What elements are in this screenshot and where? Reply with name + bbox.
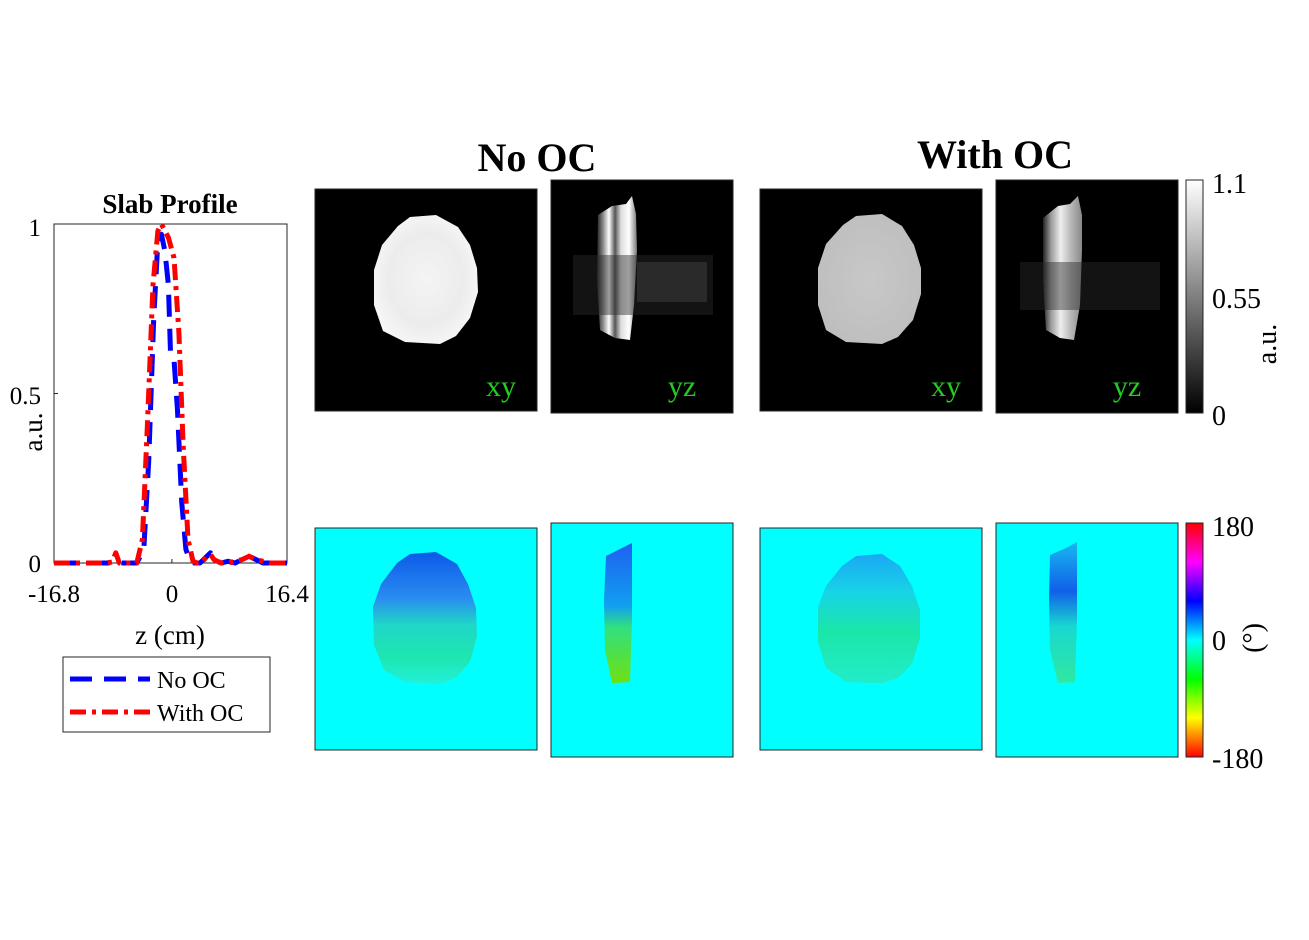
magnitude-xy-with-oc: xy: [759, 188, 983, 412]
series-line-with-oc: [54, 221, 287, 566]
x-tick-label-zero: 0: [166, 581, 179, 608]
slab-speckle: [637, 262, 707, 302]
colorbar-tick-min: -180: [1212, 744, 1263, 775]
colorbar-tick-max: 180: [1212, 512, 1254, 543]
phase-xy-with-oc: [759, 527, 983, 751]
brain-magnitude-region: [818, 214, 921, 344]
brain-phase-region: [373, 552, 477, 684]
magnitude-colorbar: 1.1 0.55 0 a.u.: [1185, 169, 1283, 432]
slab-profile-chart: Slab Profile 1 0.5 0 -16.8 0 16.4 z (cm)…: [10, 189, 309, 733]
colorbar-tick-max: 1.1: [1212, 169, 1247, 200]
brain-phase-region: [818, 554, 920, 683]
x-tick-label-max: 16.4: [265, 581, 309, 608]
legend-label-no-oc: No OC: [157, 668, 226, 694]
slab-profile-plot-area: [53, 223, 288, 564]
phase-colorbar: 180 0 -180 (°): [1185, 512, 1269, 775]
colorbar-label: a.u.: [1252, 324, 1283, 364]
header-with-oc: With OC: [917, 132, 1073, 177]
slice-magnitude-region: [597, 196, 637, 340]
slab-profile-title: Slab Profile: [102, 189, 237, 219]
magnitude-yz-no-oc: yz: [550, 179, 734, 414]
y-axis-label: a.u.: [18, 413, 48, 452]
profile-series: [54, 221, 287, 566]
magnitude-yz-with-oc: yz: [995, 179, 1179, 414]
brain-magnitude-region: [374, 215, 478, 344]
colorbar-tick-mid: 0: [1212, 626, 1226, 657]
slice-phase-region: [1049, 542, 1077, 683]
y-tick-label-0.5: 0.5: [10, 383, 41, 410]
legend-box: [62, 656, 271, 733]
colorbar-tick-mid: 0.55: [1212, 284, 1261, 315]
x-tick-label-min: -16.8: [28, 581, 80, 608]
slice-phase-region: [604, 543, 632, 683]
magnitude-xy-no-oc: xy: [314, 188, 538, 412]
y-tick-label-0: 0: [29, 551, 42, 578]
panel-label-xy: xy: [931, 370, 961, 403]
slice-magnitude-region: [1043, 196, 1082, 340]
panel-label-xy: xy: [486, 370, 516, 403]
panel-label-yz: yz: [668, 370, 696, 403]
colorbar-label: (°): [1238, 623, 1269, 653]
y-tick-label-1: 1: [29, 215, 42, 242]
header-no-oc: No OC: [478, 135, 597, 180]
phase-yz-with-oc: [995, 522, 1179, 758]
colorbar-tick-min: 0: [1212, 401, 1226, 432]
x-axis-label: z (cm): [135, 620, 205, 650]
slab-speckle: [1020, 262, 1160, 310]
legend-label-with-oc: With OC: [157, 701, 243, 727]
panel-label-yz: yz: [1113, 370, 1141, 403]
legend: No OC With OC: [62, 656, 271, 733]
phase-yz-no-oc: [550, 522, 734, 758]
phase-xy-no-oc: [314, 527, 538, 751]
series-line-no-oc: [54, 231, 287, 566]
